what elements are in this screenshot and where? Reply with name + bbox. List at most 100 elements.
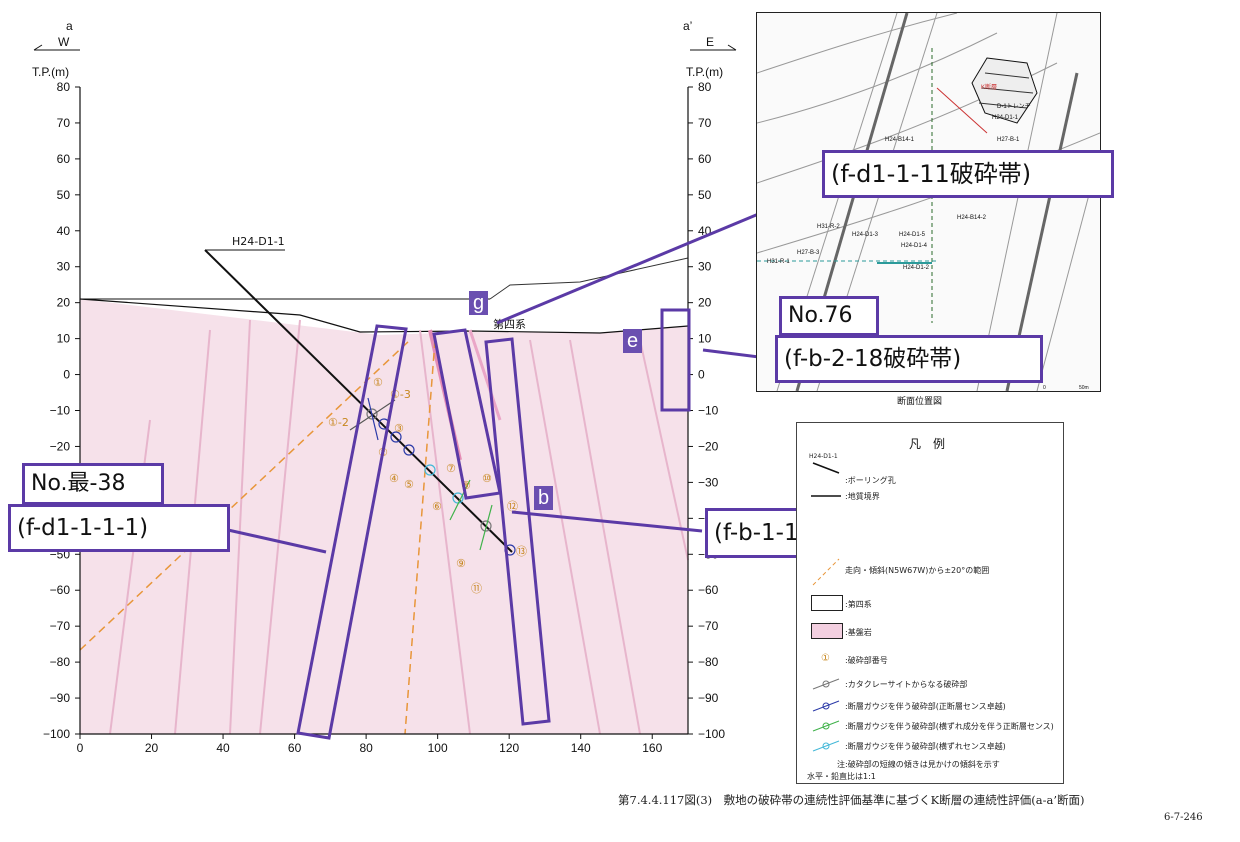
map-label-h27-b1: H27-B-1 xyxy=(997,137,1020,143)
map-caption: 断面位置図 xyxy=(897,397,943,407)
legend-item-borehole: :ボーリング孔 xyxy=(845,476,896,485)
y-tick-label-right: 0 xyxy=(698,368,705,382)
svg-text:⑩: ⑩ xyxy=(482,472,492,485)
map-label-h31-r2: H31-R-2 xyxy=(817,224,840,230)
box-f-b-1-16 xyxy=(484,337,551,726)
legend-scale-note: 水平・鉛直比は1:1 xyxy=(807,772,876,781)
figure-caption: 第7.4.4.117図(3) 敷地の破砕帯の連続性評価基準に基づくK断層の連続性… xyxy=(618,793,1085,807)
y-tick-label-left: −60 xyxy=(50,583,71,597)
x-ticks: 0 20 40 60 80 100 120 140 160 xyxy=(77,734,663,755)
strike-range-line-left xyxy=(79,339,411,651)
k-fault-building xyxy=(971,57,1038,124)
legend-item-bedrock: :基盤岩 xyxy=(845,628,872,637)
map-k-fault-label: K断層 xyxy=(981,85,998,91)
y-ticks-right: 80706050403020100−10−20−30−40−50−60−70−8… xyxy=(688,80,725,741)
x-tick-label: 40 xyxy=(216,741,230,755)
legend-borehole-sample: H24-D1-1 xyxy=(809,453,838,460)
map-label-h24-b14-2: H24-B14-2 xyxy=(957,215,987,221)
svg-text:①-2: ①-2 xyxy=(328,416,349,429)
y-tick-label-right: 60 xyxy=(698,152,712,166)
map-label-h24-d1-3: H24-D1-3 xyxy=(852,232,879,238)
west-label: W xyxy=(58,35,70,49)
fracture-zone-markers xyxy=(349,397,516,556)
borehole-line-icon xyxy=(812,462,840,474)
strike-slip-gouge-icon xyxy=(812,740,840,752)
y-tick-label-right: −80 xyxy=(698,655,719,669)
y-tick-label-left: −100 xyxy=(43,727,70,741)
strike-range-icon xyxy=(812,558,840,586)
legend-item-normal-gouge: :断層ガウジを伴う破砕部(正断層センス卓越) xyxy=(845,702,1006,711)
map-label-h27-b3: H27-B-3 xyxy=(797,250,820,256)
legend-item-strike-slip-gouge: :断層ガウジを伴う破砕部(横ずれセンス卓越) xyxy=(845,742,1006,751)
normal-fault-gouge-icon xyxy=(812,700,840,712)
zone-number-labels: ① ①-3 ①-2 ② ③ ④ ⑤ ⑥ ⑦ ⑧ ⑨ ⑩ ⑪ ⑫ ⑬ xyxy=(328,376,527,595)
y-tick-label-right: −90 xyxy=(698,691,719,705)
y-tick-label-left: −10 xyxy=(50,404,71,418)
callout-f-d1-1-1-1: (f-d1-1-1-1) xyxy=(8,504,230,552)
east-label: E xyxy=(706,35,714,49)
y-ticks-left: 80706050403020100−10−20−30−40−50−60−70−8… xyxy=(43,80,80,741)
y-tick-label-left: 20 xyxy=(57,296,71,310)
ground-surface xyxy=(79,298,689,334)
callout-connectors xyxy=(227,211,760,554)
boundary-line-icon xyxy=(811,495,841,497)
x-tick-label: 80 xyxy=(359,741,373,755)
x-tick-label: 120 xyxy=(499,741,519,755)
strike-range-line-right xyxy=(404,339,436,735)
svg-text:⑨: ⑨ xyxy=(456,557,466,570)
y-tick-label-right: −70 xyxy=(698,619,719,633)
zone-number-icon: ① xyxy=(821,653,830,664)
y-tick-label-right: −20 xyxy=(698,439,719,453)
y-tick-label-left: −80 xyxy=(50,655,71,669)
callout-no-sai-38: No.最-38 xyxy=(22,463,164,505)
map-label-h24-d1-4: H24-D1-4 xyxy=(901,243,928,249)
y-tick-label-right: −100 xyxy=(698,727,725,741)
y-tick-label-right: 50 xyxy=(698,188,712,202)
axis-unit-right: T.P.(m) xyxy=(686,65,723,79)
map-label-h24-d1-2: H24-D1-2 xyxy=(903,265,930,271)
legend-title: 凡 例 xyxy=(909,437,946,451)
k-fault-pink-2 xyxy=(468,329,502,421)
y-tick-label-left: 40 xyxy=(57,224,71,238)
legend-item-cataclasite: :カタクレーサイトからなる破砕部 xyxy=(845,680,968,689)
cross-section: H24-D1-1 ① ①-3 ①-2 ② ③ ④ ⑤ ⑥ ⑦ ⑧ ⑨ ⑩ ⑪ ⑫… xyxy=(32,19,760,755)
legend-item-strike-range: 走向・傾斜(N5W67W)から±20°の範囲 xyxy=(845,566,990,575)
y-tick-label-left: −20 xyxy=(50,439,71,453)
svg-text:⑥: ⑥ xyxy=(432,500,442,513)
legend-note: 注:破砕部の短線の傾きは見かけの傾斜を示す xyxy=(837,760,1000,769)
map-label-h24-d1-1: H24-D1-1 xyxy=(992,115,1019,121)
map-scale-50: 50m xyxy=(1079,385,1089,391)
letter-g: g xyxy=(469,291,489,315)
x-tick-label: 20 xyxy=(145,741,159,755)
legend: 凡 例 H24-D1-1 :ボーリング孔 :地質境界 走向・傾斜(N5W67W)… xyxy=(796,422,1064,784)
y-tick-label-left: 70 xyxy=(57,116,71,130)
axis-unit-left: T.P.(m) xyxy=(32,65,69,79)
section-left-label: a xyxy=(66,19,73,33)
legend-item-boundary: :地質境界 xyxy=(845,492,880,501)
legend-item-zone-number: :破砕部番号 xyxy=(845,656,888,665)
x-tick-label: 0 xyxy=(77,741,84,755)
cataclasite-icon xyxy=(812,678,840,690)
bedrock-swatch xyxy=(811,623,843,639)
y-tick-label-right: −60 xyxy=(698,583,719,597)
bedrock-area xyxy=(80,299,688,734)
borehole-label: H24-D1-1 xyxy=(232,235,285,248)
svg-text:⑦: ⑦ xyxy=(446,462,456,475)
svg-text:⑤: ⑤ xyxy=(404,478,414,491)
y-tick-label-left: −90 xyxy=(50,691,71,705)
y-tick-label-left: 30 xyxy=(57,260,71,274)
svg-text:④: ④ xyxy=(389,472,399,485)
map-label-h31-r1: H31-R-1 xyxy=(767,259,790,265)
y-tick-label-left: 0 xyxy=(63,368,70,382)
map-label-h24-b14-1: H24-B14-1 xyxy=(885,137,915,143)
y-tick-label-right: 80 xyxy=(698,80,712,94)
callout-no76: No.76 xyxy=(779,296,879,336)
svg-text:⑧: ⑧ xyxy=(461,479,471,492)
x-tick-label: 160 xyxy=(642,741,662,755)
page-number: 6-7-246 xyxy=(1164,812,1203,823)
svg-text:①: ① xyxy=(373,376,383,389)
map-trench-label: D-1トレンチ xyxy=(997,104,1031,110)
oblique-fault-gouge-icon xyxy=(812,720,840,732)
x-tick-label: 60 xyxy=(288,741,302,755)
y-tick-label-left: 10 xyxy=(57,332,71,346)
